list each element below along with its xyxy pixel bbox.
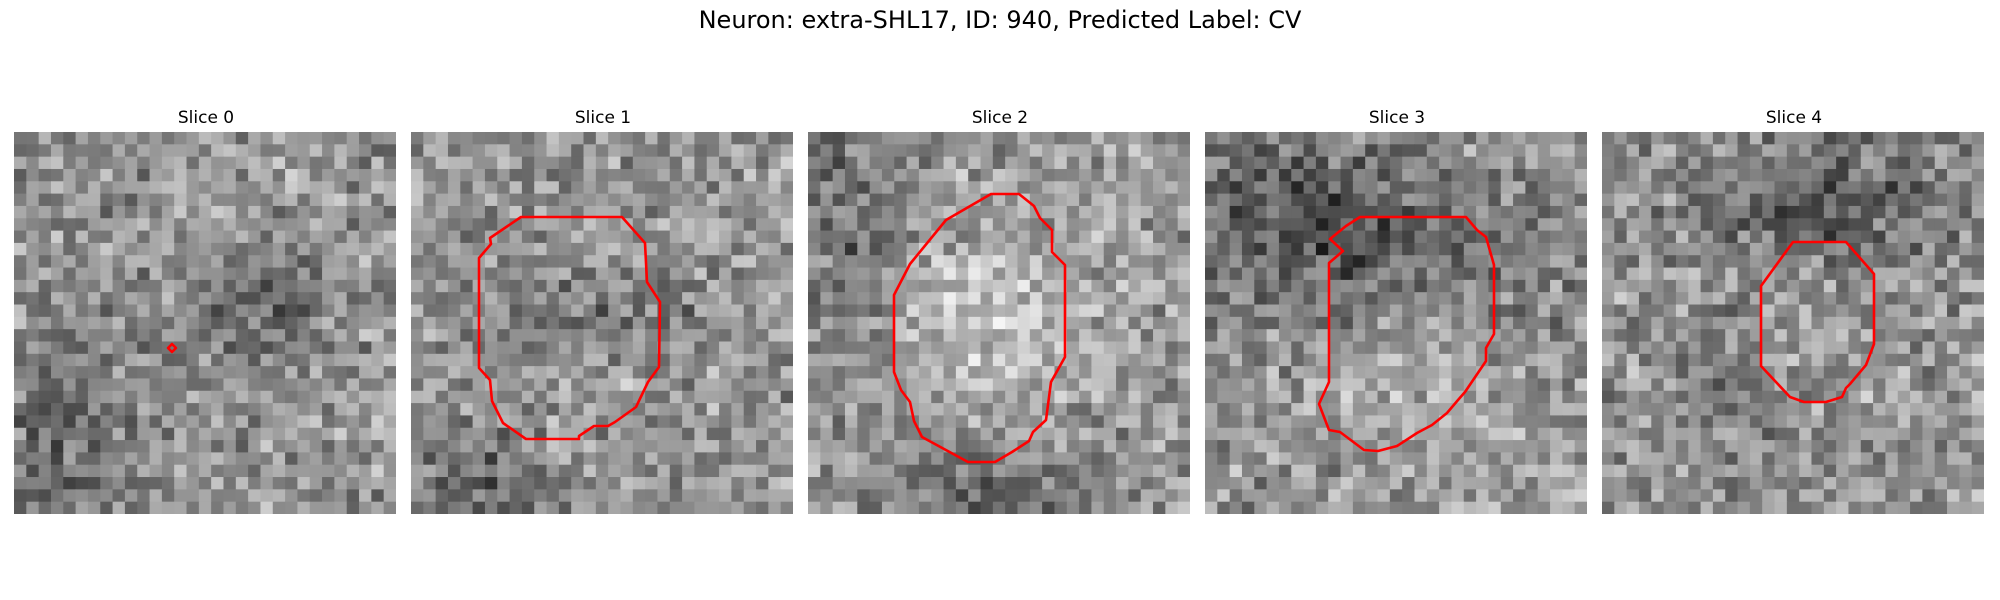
segmentation-contour [166, 342, 178, 354]
segmentation-contour [1317, 215, 1496, 453]
slice-image [411, 132, 793, 514]
segmentation-contour [892, 192, 1067, 464]
slice-image [808, 132, 1190, 514]
slice-title: Slice 2 [971, 108, 1029, 128]
slice-title: Slice 0 [177, 108, 235, 128]
segmentation-contour [477, 215, 662, 441]
slice-panel-1: Slice 1 [411, 106, 795, 514]
slice-panel-3: Slice 3 [1205, 106, 1589, 514]
slice-panel-4: Slice 4 [1602, 106, 1986, 514]
slice-image [1602, 132, 1984, 514]
slice-title: Slice 4 [1765, 108, 1823, 128]
segmentation-contour [1759, 240, 1876, 404]
slice-title: Slice 1 [574, 108, 632, 128]
slice-panel-2: Slice 2 [808, 106, 1192, 514]
slice-image [14, 132, 396, 514]
slice-image [1205, 132, 1587, 514]
figure-title: Neuron: extra-SHL17, ID: 940, Predicted … [698, 6, 1302, 34]
slice-title: Slice 3 [1368, 108, 1426, 128]
slice-panel-0: Slice 0 [14, 106, 398, 514]
